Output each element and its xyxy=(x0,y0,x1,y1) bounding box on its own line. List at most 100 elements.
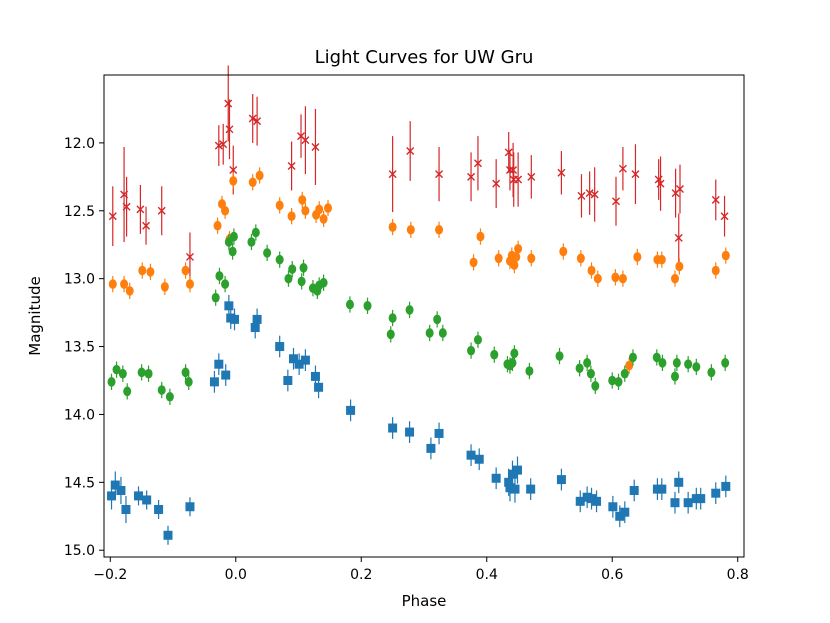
data-point-circle-marker xyxy=(221,279,230,289)
data-point-square-marker xyxy=(670,498,680,508)
data-point-circle-marker xyxy=(508,358,517,368)
data-point-circle-marker xyxy=(657,254,666,265)
data-point-circle-marker xyxy=(251,227,260,238)
data-point-circle-marker xyxy=(137,367,146,378)
data-point-x-marker xyxy=(492,179,501,188)
data-point-circle-marker xyxy=(512,252,521,262)
data-point-square-marker xyxy=(346,405,356,415)
x-tick-label: 0.8 xyxy=(727,567,749,583)
plot-frame xyxy=(103,74,745,558)
data-point-circle-marker xyxy=(157,385,166,395)
data-point-square-marker xyxy=(388,423,398,433)
data-point-x-marker xyxy=(122,202,131,211)
data-point-x-marker xyxy=(631,170,640,179)
data-point-x-marker xyxy=(248,114,257,123)
x-tick-label: −0.2 xyxy=(93,567,127,583)
data-point-circle-marker xyxy=(586,368,595,379)
data-point-square-marker xyxy=(121,504,131,514)
data-point-circle-marker xyxy=(692,362,701,372)
y-axis: 12.0 12.5 13.0 13.5 14.0 14.5 15.0 xyxy=(64,136,104,559)
data-point-x-marker xyxy=(612,197,620,206)
data-point-square-marker xyxy=(134,491,144,501)
data-point-square-marker xyxy=(314,382,324,392)
data-point-circle-marker xyxy=(146,267,155,277)
data-point-x-marker xyxy=(473,159,482,168)
data-point-circle-marker xyxy=(107,377,116,387)
data-point-square-marker xyxy=(110,480,120,490)
data-point-circle-marker xyxy=(386,329,395,340)
data-point-circle-marker xyxy=(120,279,129,289)
data-point-square-marker xyxy=(657,484,667,494)
data-point-square-marker xyxy=(426,443,436,453)
data-point-x-marker xyxy=(674,233,683,242)
data-point-circle-marker xyxy=(721,358,730,368)
data-point-circle-marker xyxy=(490,349,499,360)
data-point-circle-marker xyxy=(608,375,617,386)
data-point-square-marker xyxy=(575,496,585,506)
data-point-circle-marker xyxy=(620,368,629,379)
data-point-circle-marker xyxy=(675,261,684,272)
x-tick-label: 0.6 xyxy=(601,567,623,583)
data-point-x-marker xyxy=(590,190,599,199)
data-point-circle-marker xyxy=(525,366,534,376)
data-point-square-marker xyxy=(512,465,522,475)
data-point-circle-marker xyxy=(633,252,642,262)
data-point-circle-marker xyxy=(510,260,519,270)
data-point-square-marker xyxy=(587,494,597,504)
data-point-circle-marker xyxy=(319,214,328,224)
data-point-circle-marker xyxy=(658,358,667,368)
data-point-square-marker xyxy=(507,469,517,479)
series-layer xyxy=(107,65,731,545)
data-point-x-marker xyxy=(388,170,397,179)
data-point-square-marker xyxy=(526,484,536,494)
data-point-x-marker xyxy=(136,205,145,214)
data-point-circle-marker xyxy=(138,265,147,276)
data-point-circle-marker xyxy=(652,352,661,363)
data-point-circle-marker xyxy=(144,368,153,379)
data-point-square-marker xyxy=(214,359,224,369)
data-point-square-marker xyxy=(185,502,195,512)
data-point-x-marker xyxy=(229,166,238,175)
data-point-circle-marker xyxy=(670,273,679,284)
data-point-square-marker xyxy=(224,301,234,311)
data-point-circle-marker xyxy=(618,273,627,284)
data-point-circle-marker xyxy=(593,273,602,284)
data-point-circle-marker xyxy=(467,345,476,356)
data-point-circle-marker xyxy=(672,358,681,368)
data-point-circle-marker xyxy=(684,359,693,370)
data-point-x-marker xyxy=(577,191,586,200)
data-point-circle-marker xyxy=(221,205,230,216)
data-point-circle-marker xyxy=(433,314,442,325)
data-point-circle-marker xyxy=(287,211,296,222)
series-green xyxy=(107,224,730,405)
x-tick-label: 0.4 xyxy=(476,567,498,583)
data-point-square-marker xyxy=(250,323,260,333)
y-tick-label: 13.5 xyxy=(64,340,95,356)
data-point-circle-marker xyxy=(476,231,485,242)
data-point-square-marker xyxy=(283,375,293,385)
data-point-square-marker xyxy=(221,370,231,380)
data-point-square-marker xyxy=(163,530,173,540)
data-point-circle-marker xyxy=(406,224,415,235)
data-point-circle-marker xyxy=(112,364,121,375)
data-point-circle-marker xyxy=(611,272,620,283)
data-point-x-marker xyxy=(504,148,513,157)
data-point-x-marker xyxy=(467,172,476,181)
data-point-x-marker xyxy=(435,170,444,179)
data-point-square-marker xyxy=(683,498,693,508)
data-point-circle-marker xyxy=(298,195,307,205)
data-point-circle-marker xyxy=(229,231,238,242)
data-point-circle-marker xyxy=(405,305,414,315)
data-point-circle-marker xyxy=(108,279,117,289)
series-red xyxy=(108,65,729,282)
data-point-square-marker xyxy=(510,484,520,494)
data-point-circle-marker xyxy=(473,334,482,345)
x-axis-label: Phase xyxy=(402,592,447,610)
data-point-circle-marker xyxy=(614,377,623,387)
data-point-square-marker xyxy=(504,477,514,487)
data-point-circle-marker xyxy=(275,254,284,265)
data-point-circle-marker xyxy=(319,277,328,288)
y-tick-label: 14.5 xyxy=(64,475,95,491)
data-point-x-marker xyxy=(225,125,234,134)
